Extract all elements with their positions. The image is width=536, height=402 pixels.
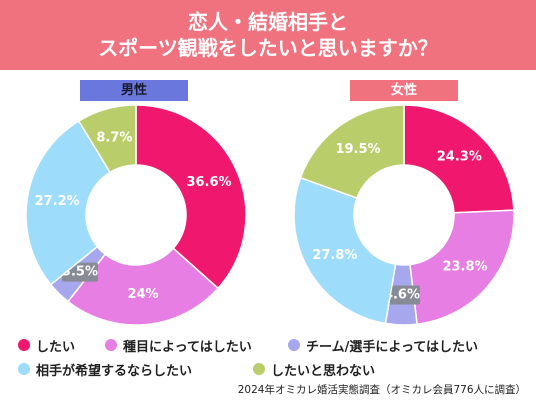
slice-label-aite: 27.8%	[312, 248, 357, 263]
female-donut: 24.3% 23.8% 4.6% 27.8% 19.5%	[293, 104, 515, 326]
slice-omowanai	[299, 104, 405, 200]
slice-omowanai	[77, 104, 137, 174]
source-note: 2024年オミカレ婚活実態調査（オミカレ会員776人に調査）	[237, 384, 526, 396]
slice-label-shitai: 36.6%	[186, 175, 231, 190]
slice-label-shumoku: 24%	[127, 287, 158, 302]
slice-label-omowanai: 8.7%	[96, 130, 132, 145]
chart-title-line2: スポーツ観戦をしたいと思いますか？	[98, 36, 438, 60]
slice-label-omowanai: 19.5%	[335, 142, 380, 157]
slice-shumoku	[66, 247, 220, 326]
slice-aite	[25, 119, 112, 286]
slice-shitai	[135, 104, 247, 290]
female-panel-title: 女性	[350, 80, 458, 101]
slice-label-aite: 27.2%	[35, 194, 80, 209]
chart-title-line1: 恋人・結婚相手と	[188, 10, 348, 34]
slice-label-shitai: 24.3%	[437, 150, 482, 165]
slice-label-team: 4.6%	[384, 287, 420, 302]
slice-shumoku	[409, 209, 515, 326]
slice-label-shumoku: 23.8%	[442, 259, 487, 274]
slice-aite	[293, 176, 397, 325]
male-panel-title: 男性	[80, 80, 188, 101]
slice-label-box-team	[383, 285, 420, 305]
title-banner: 恋人・結婚相手と スポーツ観戦をしたいと思いますか？	[0, 0, 536, 70]
male-donut: 36.6%24%3.5%27.2%8.7%	[25, 104, 247, 326]
slice-shitai	[403, 104, 515, 214]
